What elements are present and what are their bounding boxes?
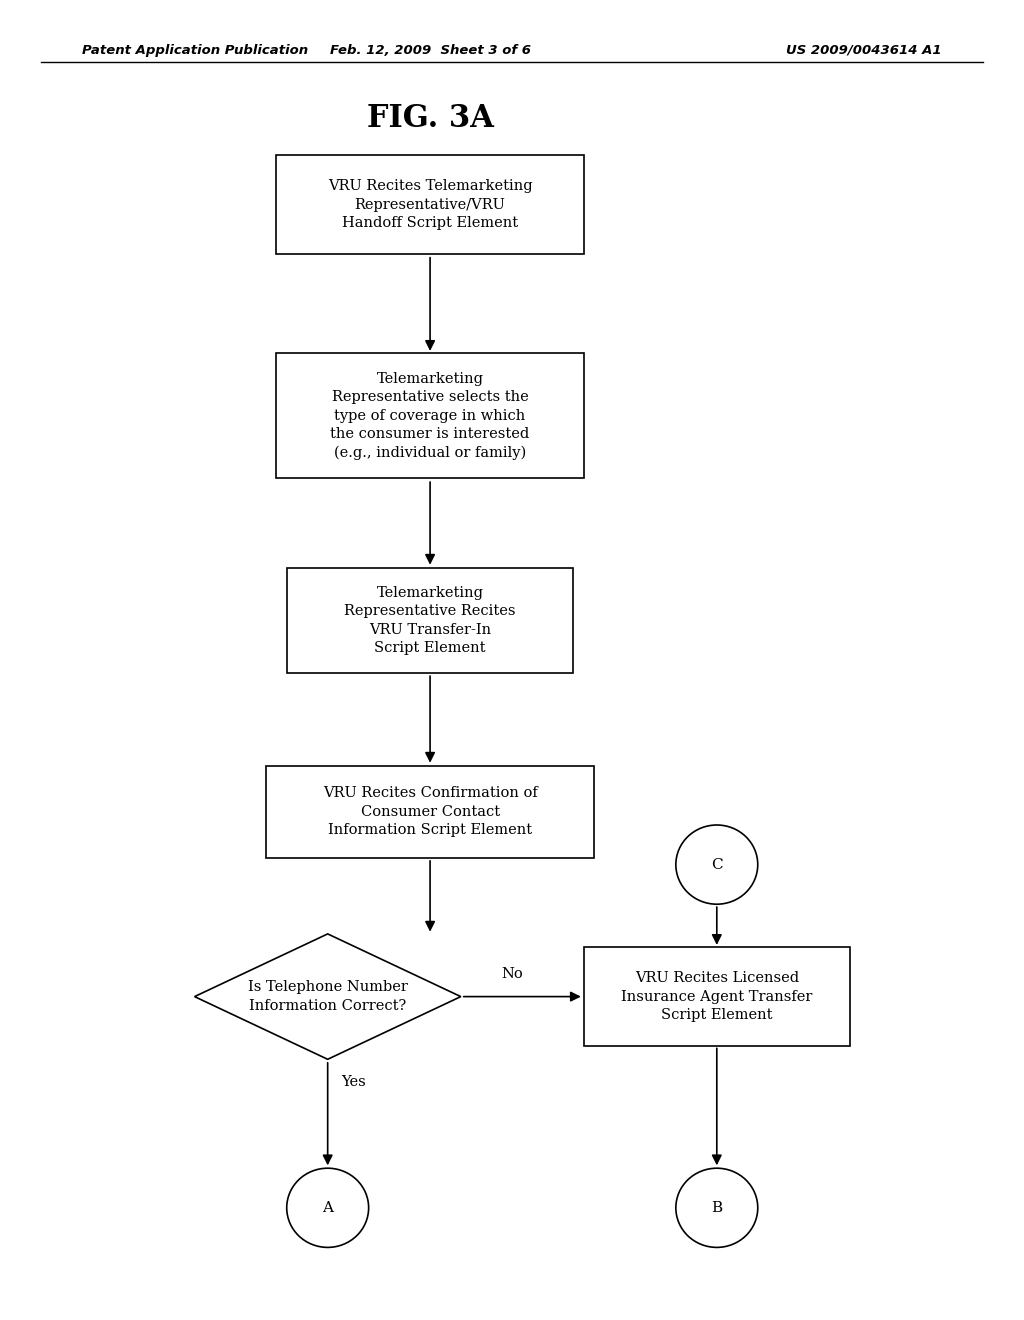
Bar (276, 154, 584, 253)
Text: VRU Recites Licensed
Insurance Agent Transfer
Script Element: VRU Recites Licensed Insurance Agent Tra… (622, 972, 812, 1022)
Text: Yes: Yes (341, 1076, 366, 1089)
Text: C: C (711, 858, 723, 871)
Bar (584, 948, 850, 1045)
Bar (287, 568, 573, 673)
Ellipse shape (287, 1168, 369, 1247)
Text: VRU Recites Confirmation of
Consumer Contact
Information Script Element: VRU Recites Confirmation of Consumer Con… (323, 787, 538, 837)
Polygon shape (195, 935, 461, 1059)
Text: US 2009/0043614 A1: US 2009/0043614 A1 (786, 44, 942, 57)
Bar (266, 766, 594, 858)
Bar (276, 352, 584, 478)
Text: FIG. 3A: FIG. 3A (367, 103, 494, 135)
Text: Feb. 12, 2009  Sheet 3 of 6: Feb. 12, 2009 Sheet 3 of 6 (330, 44, 530, 57)
Text: No: No (501, 968, 523, 981)
Ellipse shape (676, 1168, 758, 1247)
Text: Telemarketing
Representative Recites
VRU Transfer-In
Script Element: Telemarketing Representative Recites VRU… (344, 586, 516, 655)
Ellipse shape (676, 825, 758, 904)
Text: B: B (712, 1201, 722, 1214)
Text: A: A (323, 1201, 333, 1214)
Text: Patent Application Publication: Patent Application Publication (82, 44, 308, 57)
Text: Is Telephone Number
Information Correct?: Is Telephone Number Information Correct? (248, 981, 408, 1012)
Text: VRU Recites Telemarketing
Representative/VRU
Handoff Script Element: VRU Recites Telemarketing Representative… (328, 180, 532, 230)
Text: Telemarketing
Representative selects the
type of coverage in which
the consumer : Telemarketing Representative selects the… (331, 372, 529, 459)
